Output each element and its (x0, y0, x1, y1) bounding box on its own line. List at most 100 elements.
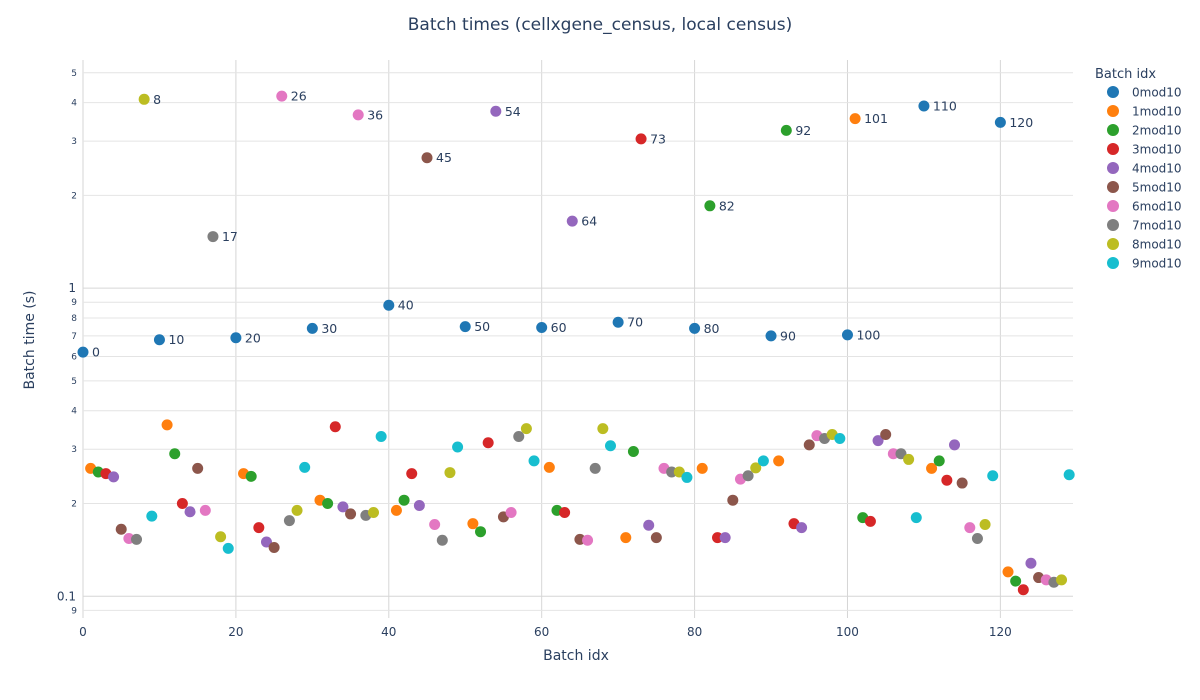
legend-label-4mod10: 4mod10 (1132, 162, 1182, 176)
data-point-5mod10 (421, 152, 433, 164)
legend-label-9mod10: 9mod10 (1132, 257, 1182, 271)
data-point-0mod10 (230, 332, 242, 344)
y-minor-tick-label: 9 (71, 298, 77, 308)
legend-marker-5mod10 (1107, 181, 1119, 193)
data-point-9mod10 (604, 440, 616, 452)
y-minor-tick-label: 7 (71, 332, 77, 342)
data-point-4mod10 (872, 435, 884, 447)
data-point-3mod10 (253, 522, 265, 534)
data-point-2mod10 (245, 470, 257, 482)
y-minor-tick-label: 6 (71, 352, 77, 362)
data-point-3mod10 (329, 421, 341, 433)
chart-title: Batch times (cellxgene_census, local cen… (408, 15, 792, 35)
data-point-0mod10 (841, 329, 853, 341)
data-point-0mod10 (77, 346, 89, 358)
data-point-1mod10 (773, 455, 785, 467)
point-label: 92 (795, 123, 811, 138)
data-point-4mod10 (260, 536, 272, 548)
point-label: 73 (650, 131, 666, 146)
data-point-5mod10 (956, 477, 968, 489)
data-point-3mod10 (635, 133, 647, 145)
data-point-8mod10 (520, 423, 532, 435)
legend-marker-2mod10 (1107, 124, 1119, 136)
data-point-9mod10 (987, 470, 999, 482)
data-point-5mod10 (803, 439, 815, 451)
data-point-0mod10 (689, 322, 701, 334)
data-point-1mod10 (543, 461, 555, 473)
data-point-5mod10 (650, 532, 662, 544)
data-point-8mod10 (138, 93, 150, 105)
y-minor-tick-label: 5 (71, 377, 77, 387)
data-point-2mod10 (780, 124, 792, 136)
data-point-5mod10 (192, 462, 204, 474)
point-label: 54 (505, 104, 521, 119)
y-minor-tick-label: 4 (71, 407, 77, 417)
data-point-8mod10 (444, 467, 456, 479)
data-point-4mod10 (1025, 557, 1037, 569)
point-label: 70 (627, 315, 643, 330)
data-point-7mod10 (436, 534, 448, 546)
data-point-7mod10 (666, 466, 678, 478)
legend-marker-3mod10 (1107, 143, 1119, 155)
data-point-4mod10 (490, 105, 502, 117)
point-label: 10 (168, 332, 184, 347)
legend-marker-4mod10 (1107, 162, 1119, 174)
data-point-9mod10 (452, 441, 464, 453)
data-point-5mod10 (268, 541, 280, 553)
data-point-9mod10 (299, 461, 311, 473)
data-point-8mod10 (903, 453, 915, 465)
data-point-2mod10 (169, 448, 181, 460)
y-minor-tick-label: 5 (71, 69, 77, 79)
data-point-4mod10 (337, 501, 349, 513)
point-label: 64 (581, 214, 597, 229)
legend-marker-8mod10 (1107, 238, 1119, 250)
data-point-4mod10 (566, 215, 578, 227)
data-point-9mod10 (910, 512, 922, 524)
data-point-6mod10 (505, 506, 517, 518)
data-point-1mod10 (926, 462, 938, 474)
data-point-3mod10 (864, 515, 876, 527)
legend-marker-7mod10 (1107, 219, 1119, 231)
data-point-8mod10 (597, 423, 609, 435)
legend: Batch idx 0mod10 1mod10 2mod10 3mod10 4mod10… (1095, 67, 1182, 271)
data-point-1mod10 (849, 113, 861, 125)
data-point-6mod10 (276, 90, 288, 102)
x-tick-label: 120 (989, 625, 1012, 639)
data-point-0mod10 (153, 334, 165, 346)
legend-label-8mod10: 8mod10 (1132, 238, 1182, 252)
x-axis-title: Batch idx (543, 648, 609, 664)
data-points (77, 90, 1075, 596)
data-point-8mod10 (291, 504, 303, 516)
grid (82, 60, 1073, 618)
y-minor-tick-label: 3 (71, 137, 77, 147)
data-point-8mod10 (368, 506, 380, 518)
data-point-1mod10 (161, 419, 173, 431)
point-label: 80 (704, 321, 720, 336)
data-point-8mod10 (979, 518, 991, 530)
data-point-7mod10 (513, 430, 525, 442)
y-axis-title: Batch time (s) (22, 291, 38, 390)
y-minor-tick-label: 2 (71, 191, 77, 201)
data-point-9mod10 (1063, 469, 1075, 481)
data-point-9mod10 (681, 471, 693, 483)
data-point-8mod10 (215, 531, 227, 543)
legend-label-2mod10: 2mod10 (1132, 124, 1182, 138)
point-label: 82 (719, 198, 735, 213)
data-point-5mod10 (345, 508, 357, 520)
data-point-4mod10 (949, 439, 961, 451)
data-point-0mod10 (765, 330, 777, 342)
y-major-tick-label: 1 (68, 281, 76, 295)
data-point-3mod10 (1017, 584, 1029, 596)
data-point-2mod10 (1010, 575, 1022, 587)
y-minor-tick-label: 8 (71, 314, 77, 324)
point-label: 30 (321, 321, 337, 336)
point-label: 100 (856, 327, 880, 342)
data-point-2mod10 (704, 200, 716, 212)
data-point-7mod10 (971, 532, 983, 544)
data-point-2mod10 (398, 494, 410, 506)
data-point-1mod10 (467, 518, 479, 530)
data-point-2mod10 (322, 497, 334, 509)
data-point-4mod10 (796, 522, 808, 534)
data-point-3mod10 (941, 474, 953, 486)
